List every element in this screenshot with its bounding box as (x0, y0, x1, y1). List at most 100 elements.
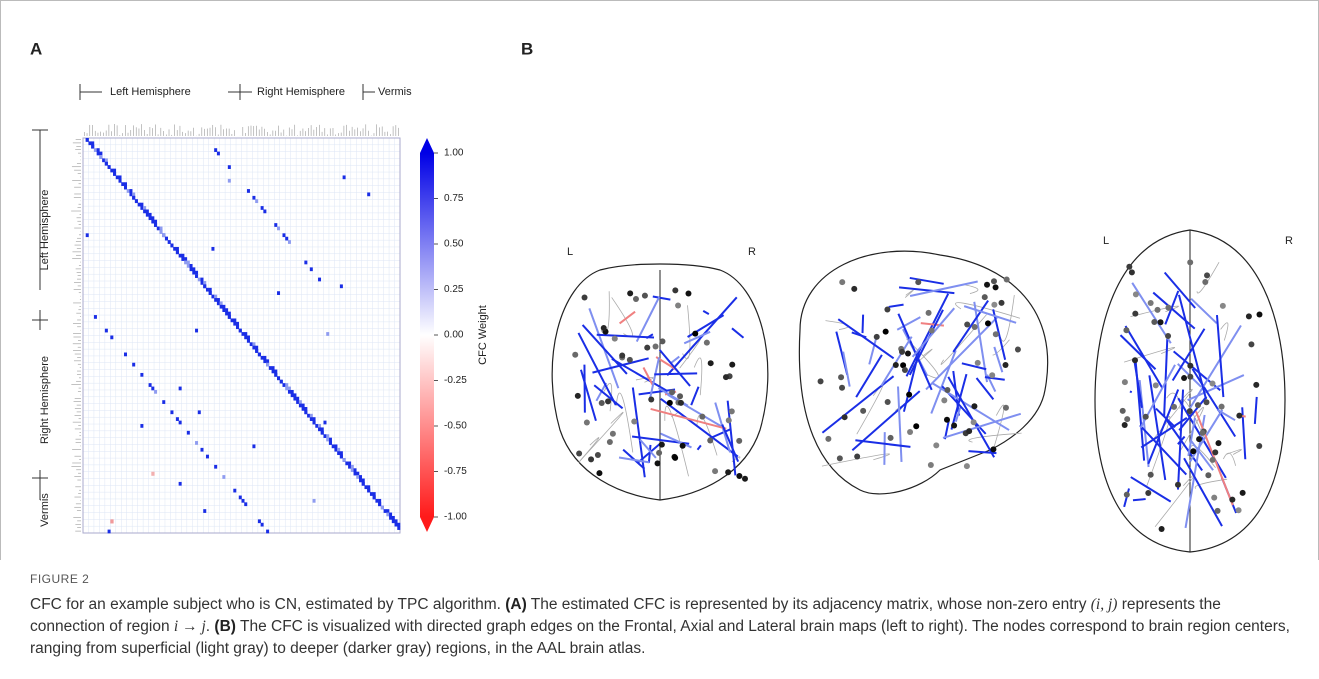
edge (1163, 338, 1169, 417)
node (699, 413, 706, 420)
node (928, 327, 935, 334)
node (652, 343, 659, 350)
edge (593, 384, 624, 410)
sulcus (580, 412, 624, 461)
edge (660, 397, 739, 458)
edge (648, 357, 661, 400)
matrix-cell (282, 383, 286, 387)
node (990, 446, 997, 453)
colorbar-cap (420, 517, 434, 532)
node (1236, 412, 1243, 419)
matrix-cell (170, 410, 174, 415)
node (933, 442, 940, 449)
matrix-cell (389, 515, 393, 520)
matrix-cell (356, 475, 360, 479)
edge (888, 303, 904, 308)
node (654, 460, 661, 467)
matrix-cell (236, 321, 240, 326)
node (707, 360, 714, 367)
node (966, 428, 973, 435)
figure-number: FIGURE 2 (30, 572, 90, 586)
matrix-cell (252, 195, 256, 200)
edge (898, 286, 955, 295)
node (873, 333, 880, 340)
node (1154, 306, 1161, 313)
matrix-cell (244, 335, 248, 340)
matrix-cell (361, 481, 365, 486)
matrix-cell (383, 509, 387, 513)
matrix-cell (195, 328, 199, 333)
node (838, 374, 845, 381)
matrix-cell (93, 315, 97, 319)
node (981, 294, 988, 301)
node (685, 290, 692, 297)
edge (984, 376, 1005, 381)
matrix-cell (287, 389, 291, 394)
node (887, 434, 894, 441)
matrix-cell (312, 498, 316, 503)
matrix-cell (99, 151, 103, 156)
matrix-cell (304, 407, 308, 411)
colorbar-tick-label: -0.25 (444, 375, 467, 386)
matrix-cell (233, 318, 237, 323)
matrix-cell (164, 236, 168, 241)
matrix-cell (208, 287, 212, 292)
node (596, 470, 603, 477)
matrix-cell (271, 366, 275, 370)
node (1142, 413, 1149, 420)
panel-label: A (30, 39, 42, 58)
matrix-cell (216, 301, 220, 306)
matrix-cell (203, 509, 207, 513)
matrix-cell (118, 175, 122, 180)
matrix-cell (140, 424, 144, 428)
node (1212, 449, 1219, 456)
colorbar-tick-label: 0.75 (444, 193, 464, 204)
node (900, 362, 907, 369)
node (707, 437, 714, 444)
node (1235, 507, 1242, 514)
matrix-cell (159, 229, 163, 234)
matrix-cell (85, 233, 89, 238)
node (992, 331, 999, 338)
matrix-cell (285, 236, 289, 241)
matrix-cell (219, 301, 223, 306)
matrix-cell (140, 202, 144, 207)
node (1131, 357, 1138, 364)
node (611, 335, 618, 342)
matrix-cell (151, 386, 155, 391)
sulcus (635, 377, 654, 383)
edge (1148, 375, 1167, 481)
node (1204, 272, 1211, 279)
edge (592, 357, 649, 374)
matrix-cell (260, 206, 264, 210)
edge (638, 388, 676, 396)
edge (842, 351, 851, 387)
edge (961, 362, 987, 371)
edge (579, 369, 597, 422)
edge (993, 346, 1004, 373)
matrix-cell (181, 257, 185, 261)
matrix-cell (263, 209, 267, 214)
matrix-cell (246, 335, 250, 340)
sulcus (600, 291, 610, 335)
node (677, 399, 684, 406)
node (1171, 403, 1178, 410)
edge (1183, 457, 1223, 527)
node (1165, 332, 1172, 339)
matrix-cell (214, 294, 218, 299)
edge (1130, 476, 1172, 503)
node (963, 463, 970, 470)
edge (855, 354, 883, 398)
matrix-cell (241, 332, 245, 336)
edge (1140, 417, 1188, 449)
matrix-cell (285, 386, 289, 391)
edge (619, 310, 636, 325)
matrix-cell (353, 468, 357, 473)
edge (1119, 334, 1157, 370)
matrix-cell (143, 209, 147, 214)
node (839, 279, 846, 286)
brackets (32, 84, 375, 500)
matrix-cell (290, 393, 294, 398)
edge (992, 309, 1007, 360)
matrix-cell (178, 386, 182, 391)
